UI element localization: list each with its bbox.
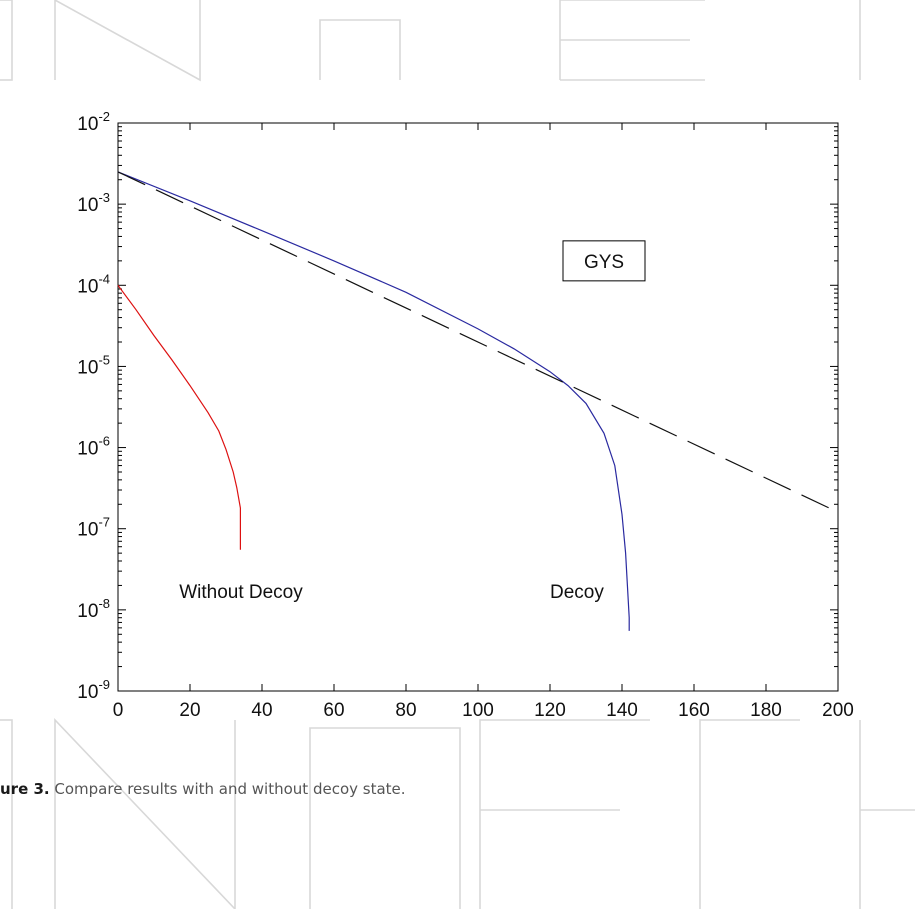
x-tick-label: 180 [750, 700, 782, 721]
x-tick-label: 100 [462, 700, 494, 721]
caption-text: Compare results with and without decoy s… [49, 780, 406, 798]
y-tick-label: 10-9 [77, 677, 110, 703]
x-tick-label: 160 [678, 700, 710, 721]
x-tick-label: 20 [179, 700, 200, 721]
y-tick-label: 10-4 [77, 271, 110, 297]
x-tick-label: 200 [822, 700, 854, 721]
x-tick-label: 0 [113, 700, 124, 721]
annotation: Decoy [550, 582, 604, 603]
series-line-1 [117, 284, 241, 550]
figure-caption: ure 3. Compare results with and without … [0, 780, 406, 798]
plot-frame [117, 122, 839, 692]
series-line-2 [117, 171, 839, 513]
x-tick-label: 140 [606, 700, 638, 721]
x-tick-label: 60 [323, 700, 344, 721]
y-tick-label: 10-2 [77, 109, 110, 135]
y-tick-label: 10-6 [77, 434, 110, 460]
x-tick-label: 120 [534, 700, 566, 721]
y-tick-label: 10-3 [77, 190, 110, 216]
legend-label: GYS [584, 252, 624, 273]
annotation: Without Decoy [179, 582, 303, 603]
y-tick-label: 10-5 [77, 352, 110, 378]
series-line-0 [117, 171, 630, 631]
x-tick-label: 40 [251, 700, 272, 721]
figure-number: ure 3. [0, 780, 50, 798]
x-tick-label: 80 [395, 700, 416, 721]
y-tick-label: 10-8 [77, 596, 110, 622]
y-tick-label: 10-7 [77, 515, 110, 541]
legend-box [562, 240, 646, 282]
